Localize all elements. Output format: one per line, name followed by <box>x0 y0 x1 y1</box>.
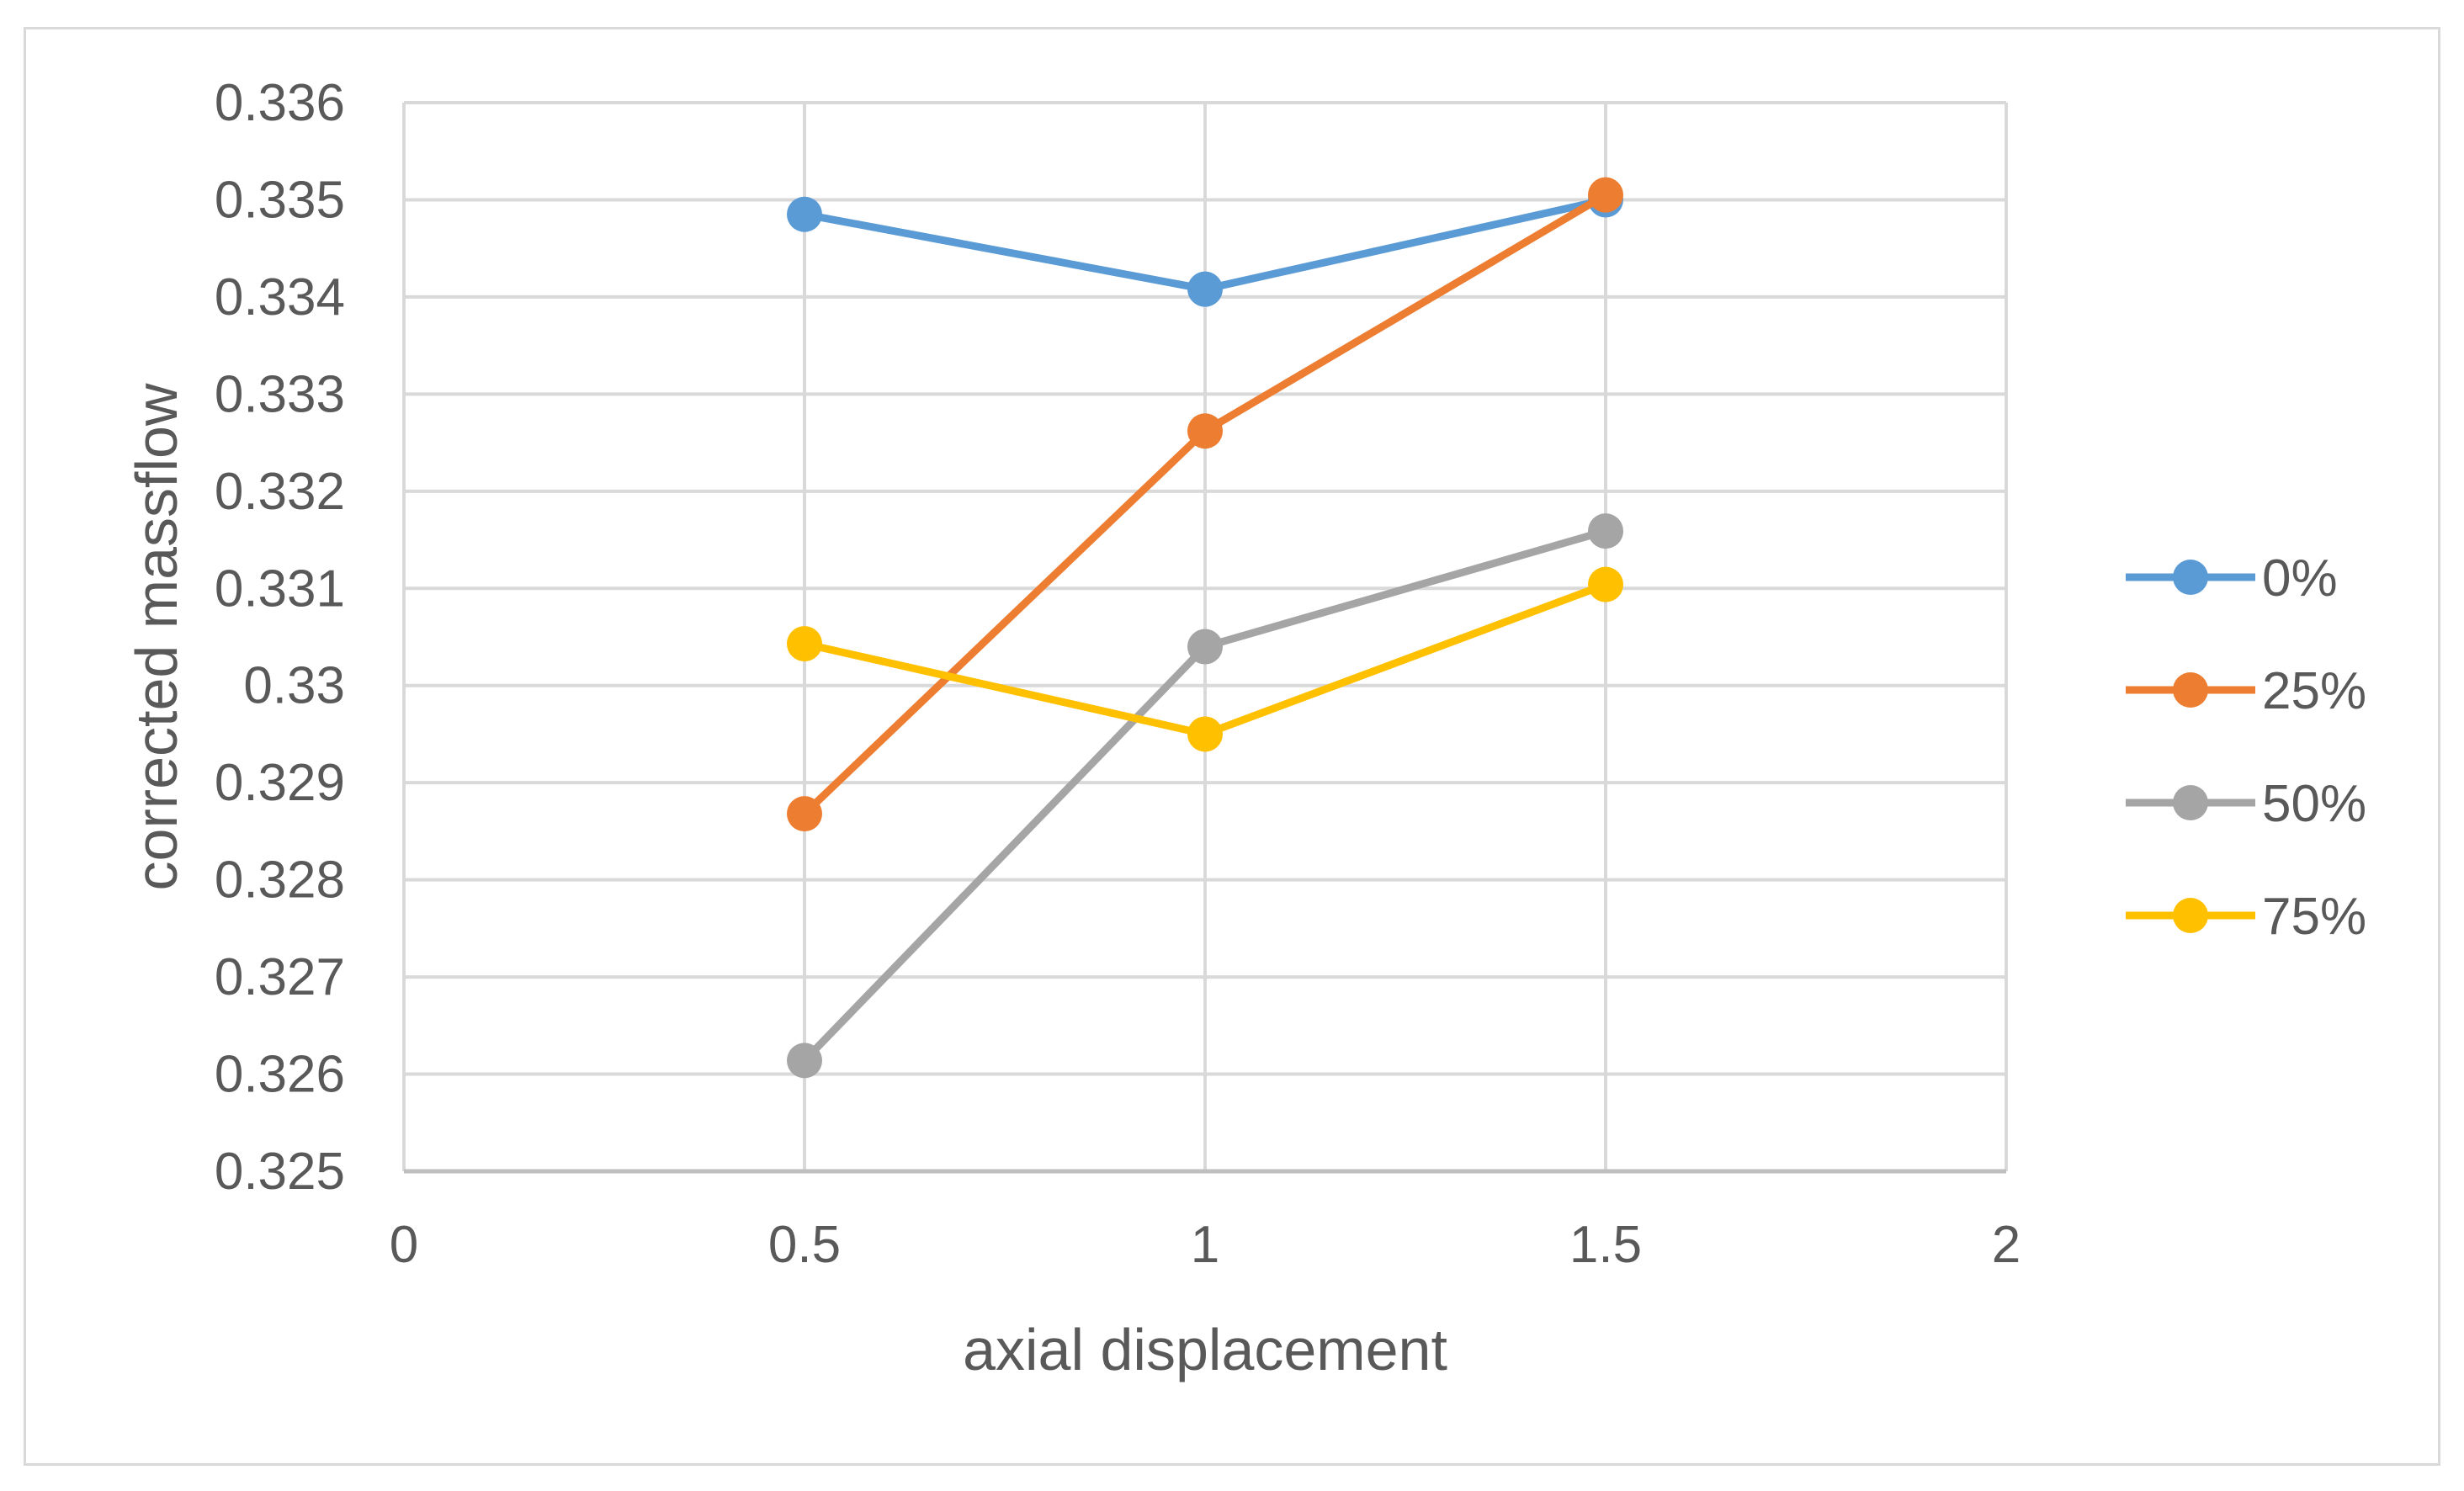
legend-marker-50pct <box>2173 785 2208 820</box>
data-point-75pct <box>1187 716 1223 752</box>
y-tick-label: 0.33 <box>243 657 345 715</box>
legend-marker-25pct <box>2173 672 2208 708</box>
legend-label-50pct: 50% <box>2262 775 2366 833</box>
y-tick-label: 0.328 <box>215 852 345 910</box>
tick-labels: 0.325 0.326 0.327 0.328 0.329 0.33 0.331 0.332 0… <box>215 74 2021 1274</box>
y-tick-label: 0.329 <box>215 754 345 812</box>
y-tick-label: 0.336 <box>215 74 345 132</box>
x-tick-label: 1 <box>1191 1216 1219 1274</box>
y-tick-label: 0.335 <box>215 171 345 229</box>
data-point-25pct <box>1588 177 1623 213</box>
data-point-50pct <box>787 1043 822 1079</box>
data-point-50pct <box>1588 513 1623 549</box>
data-point-0pct <box>787 196 822 232</box>
series-lines <box>787 177 1623 1079</box>
legend-marker-0pct <box>2173 560 2208 595</box>
y-tick-label: 0.326 <box>215 1046 345 1104</box>
axes <box>402 103 2006 1174</box>
legend-label-75pct: 75% <box>2262 888 2366 946</box>
data-point-0pct <box>1187 271 1223 307</box>
data-point-75pct <box>787 626 822 662</box>
y-tick-label: 0.334 <box>215 268 345 326</box>
x-tick-label: 2 <box>1992 1216 2021 1274</box>
legend: 0% 25% 50% 75% <box>2126 549 2366 946</box>
data-point-25pct <box>787 796 822 832</box>
y-axis-title: corrected massflow <box>124 383 189 890</box>
x-tick-label: 0 <box>390 1216 418 1274</box>
legend-marker-75pct <box>2173 898 2208 933</box>
data-point-75pct <box>1588 566 1623 602</box>
legend-label-25pct: 25% <box>2262 662 2366 720</box>
y-tick-label: 0.332 <box>215 463 345 521</box>
data-point-25pct <box>1187 413 1223 449</box>
legend-label-0pct: 0% <box>2262 549 2338 608</box>
y-tick-label: 0.325 <box>215 1143 345 1201</box>
data-point-50pct <box>1187 629 1223 665</box>
y-tick-label: 0.327 <box>215 948 345 1006</box>
chart-frame <box>24 27 2440 1466</box>
x-tick-label: 1.5 <box>1569 1216 1642 1274</box>
x-tick-label: 0.5 <box>768 1216 841 1274</box>
y-tick-label: 0.331 <box>215 560 345 618</box>
y-tick-label: 0.333 <box>215 365 345 423</box>
x-axis-title: axial displacement <box>963 1317 1447 1382</box>
